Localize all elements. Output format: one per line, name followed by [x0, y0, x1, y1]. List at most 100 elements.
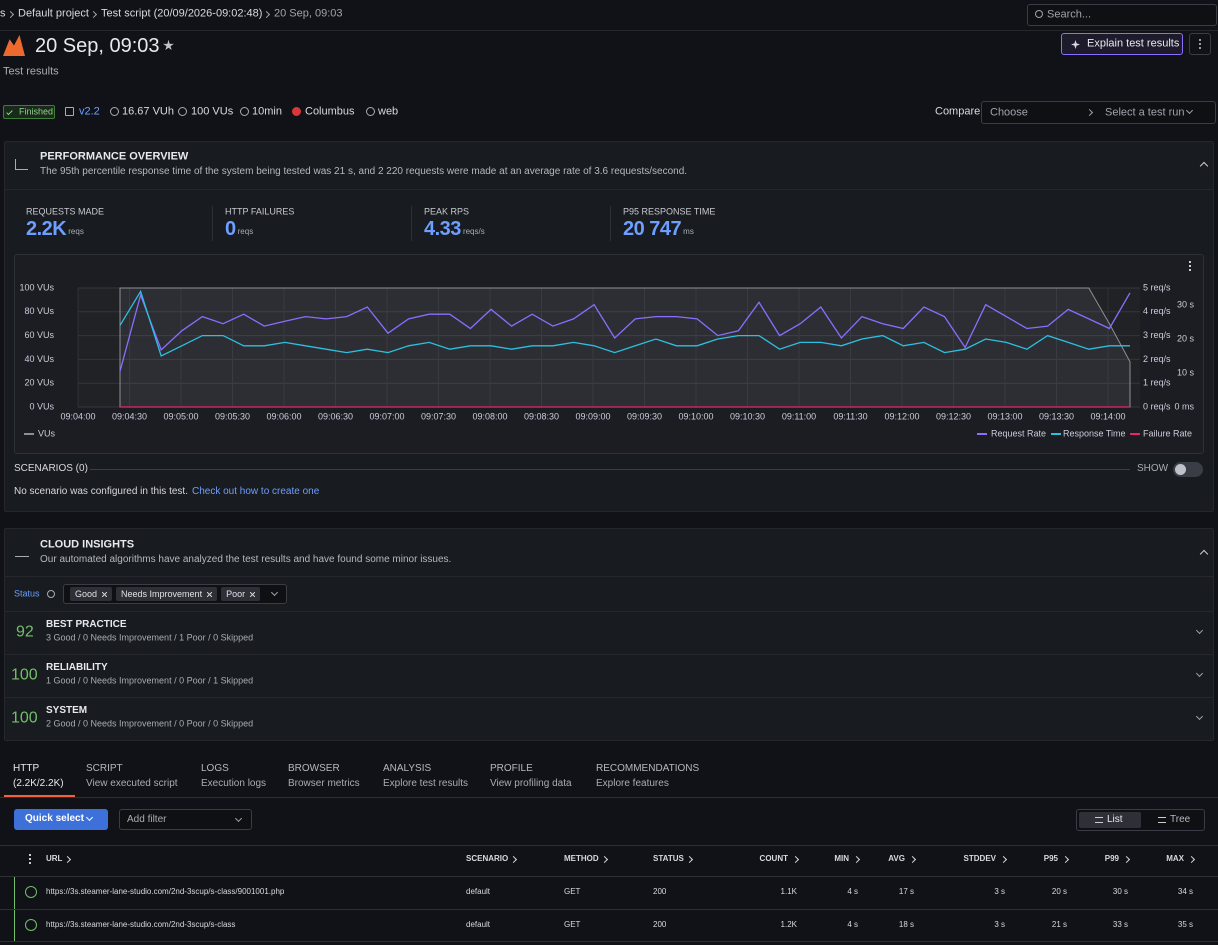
x-tick-label: 09:13:00 — [987, 411, 1022, 421]
table-menu[interactable] — [28, 853, 32, 865]
search-box[interactable]: Search... — [1027, 4, 1217, 26]
add-filter-label: Add filter — [127, 814, 167, 825]
breadcrumb-item[interactable]: s — [0, 7, 6, 20]
x-tick-label: 09:14:00 — [1090, 411, 1125, 421]
tab-title[interactable]: RECOMMENDATIONS — [596, 763, 700, 774]
tab-title[interactable]: ANALYSIS — [383, 763, 432, 774]
metric-unit: ms — [683, 227, 694, 237]
metric-separator — [212, 206, 213, 241]
chip-remove[interactable] — [207, 592, 213, 597]
table-cell: 1.1K — [780, 887, 797, 897]
dot — [29, 854, 31, 856]
tab-subtitle[interactable]: Explore test results — [383, 778, 469, 789]
y-tick-label: 0 VUs — [29, 401, 54, 411]
column-header[interactable]: SCENARIO — [466, 854, 509, 864]
tab-subtitle[interactable]: Execution logs — [201, 778, 267, 789]
table-cell: 18 s — [898, 920, 914, 930]
meta-icon — [292, 107, 301, 116]
meta-version[interactable]: v2.2 — [79, 105, 100, 118]
compare-select[interactable]: Choose Select a test run — [981, 101, 1216, 124]
insight-score: 100 — [11, 666, 38, 684]
meta-vuh: 16.67 VUh — [122, 105, 174, 118]
column-header[interactable]: MAX — [1166, 854, 1184, 864]
column-header[interactable]: COUNT — [759, 854, 788, 864]
tab-title[interactable]: LOGS — [201, 763, 229, 774]
row-divider — [5, 611, 1213, 612]
metric-value: 2.2K — [26, 218, 67, 240]
scenarios-link[interactable]: Check out how to create one — [191, 486, 320, 497]
table-cell: https://3s.steamer-lane-studio.com/2nd-3… — [46, 920, 236, 930]
tab-title[interactable]: BROWSER — [288, 763, 340, 774]
row-status-bar — [14, 910, 15, 942]
table-cell: 200 — [653, 887, 667, 897]
chip-text: Good — [75, 589, 98, 599]
view-active — [1079, 812, 1141, 828]
favorite-star[interactable] — [163, 40, 174, 51]
x-tick-label: 09:09:30 — [627, 411, 662, 421]
compare-label: Compare — [935, 105, 981, 118]
chip-text: Needs Improvement — [121, 589, 203, 599]
legend-label: Failure Rate — [1143, 428, 1192, 438]
chip-remove[interactable] — [102, 592, 108, 597]
tab-title[interactable]: HTTP — [13, 763, 40, 774]
status-chip[interactable]: Good — [70, 587, 113, 601]
column-header[interactable]: P95 — [1043, 854, 1058, 864]
meta-icon — [178, 107, 187, 116]
view-option[interactable]: List — [1107, 814, 1123, 825]
breadcrumb-item[interactable]: Default project — [18, 7, 89, 20]
dot — [1189, 269, 1191, 271]
view-option[interactable]: Tree — [1170, 814, 1191, 825]
metric-label: PEAK RPS — [424, 206, 470, 217]
status-text: Finished — [19, 106, 54, 117]
metric-label: REQUESTS MADE — [26, 206, 105, 217]
column-header[interactable]: AVG — [888, 854, 905, 864]
pulse-icon — [15, 548, 29, 557]
divider — [5, 189, 1213, 190]
meta-icon — [65, 107, 74, 116]
more-button[interactable] — [1189, 33, 1211, 55]
x-tick-label: 09:12:30 — [936, 411, 971, 421]
row-check-icon — [25, 886, 37, 898]
dot — [1199, 39, 1201, 41]
column-header[interactable]: STDDEV — [963, 854, 996, 864]
table-cell: 33 s — [1112, 920, 1128, 930]
status-chip[interactable]: Needs Improvement — [116, 587, 218, 601]
tab-title[interactable]: PROFILE — [490, 763, 533, 774]
chevron — [791, 855, 800, 864]
table-cell: 3 s — [994, 920, 1005, 930]
column-header[interactable]: METHOD — [564, 854, 599, 864]
add-filter[interactable]: Add filter — [119, 809, 252, 830]
tab-subtitle[interactable]: Explore features — [596, 778, 669, 789]
chip-text: Poor — [226, 589, 246, 599]
breadcrumb-item[interactable]: Test script (20/09/2026-09:02:48) — [101, 7, 263, 20]
series-line — [119, 289, 1130, 357]
table-cell: 1.2K — [780, 920, 797, 930]
series-line — [119, 292, 1131, 372]
tab-title[interactable]: SCRIPT — [86, 763, 123, 774]
tab-subtitle[interactable]: Browser metrics — [288, 778, 360, 789]
explain-button[interactable]: Explain test results — [1061, 33, 1183, 55]
tab-subtitle[interactable]: View executed script — [86, 778, 178, 789]
x-tick-label: 09:05:30 — [215, 411, 250, 421]
quick-select-button[interactable]: Quick select — [14, 809, 108, 830]
chevron — [234, 814, 243, 823]
column-header[interactable]: MIN — [834, 854, 849, 864]
status-select[interactable]: Good Needs Improvement Poor — [63, 584, 287, 604]
y-tick-label: 100 VUs — [19, 282, 54, 292]
chip-remove[interactable] — [250, 592, 256, 597]
tab-subtitle[interactable]: (2.2K/2.2K) — [13, 778, 64, 789]
column-header[interactable]: URL — [46, 854, 63, 864]
insight-summary: 3 Good / 0 Needs Improvement / 1 Poor / … — [46, 632, 254, 643]
chart-menu[interactable] — [1186, 260, 1194, 272]
column-header[interactable]: STATUS — [653, 854, 684, 864]
y2-tick-label: 0 req/s — [1143, 401, 1171, 411]
tab-subtitle[interactable]: View profiling data — [490, 778, 572, 789]
show-toggle[interactable] — [1173, 462, 1203, 477]
status-chip[interactable]: Poor — [221, 587, 261, 601]
tabs-divider — [0, 797, 1218, 798]
scenarios-title: SCENARIOS (0) — [14, 463, 88, 474]
meta-location: Columbus — [305, 105, 355, 118]
metric-value: 0 — [225, 218, 236, 240]
metric-unit: reqs/s — [462, 227, 485, 237]
column-header[interactable]: P99 — [1104, 854, 1119, 864]
